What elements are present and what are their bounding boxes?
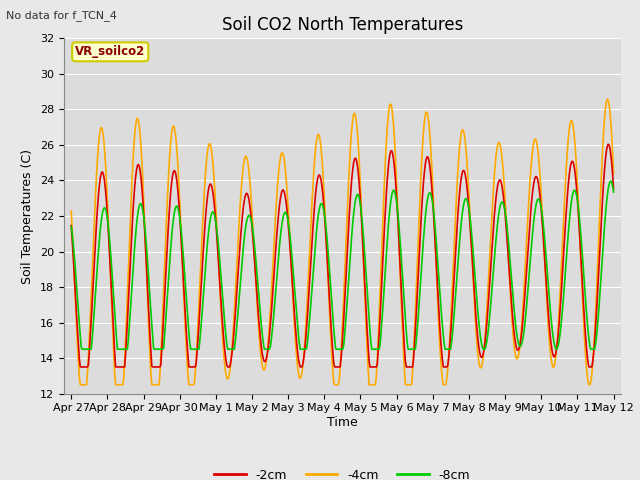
Title: Soil CO2 North Temperatures: Soil CO2 North Temperatures [221, 16, 463, 34]
X-axis label: Time: Time [327, 416, 358, 429]
Text: No data for f_TCN_4: No data for f_TCN_4 [6, 10, 117, 21]
Text: VR_soilco2: VR_soilco2 [75, 45, 145, 59]
Legend: -2cm, -4cm, -8cm: -2cm, -4cm, -8cm [209, 464, 476, 480]
Y-axis label: Soil Temperatures (C): Soil Temperatures (C) [22, 148, 35, 284]
